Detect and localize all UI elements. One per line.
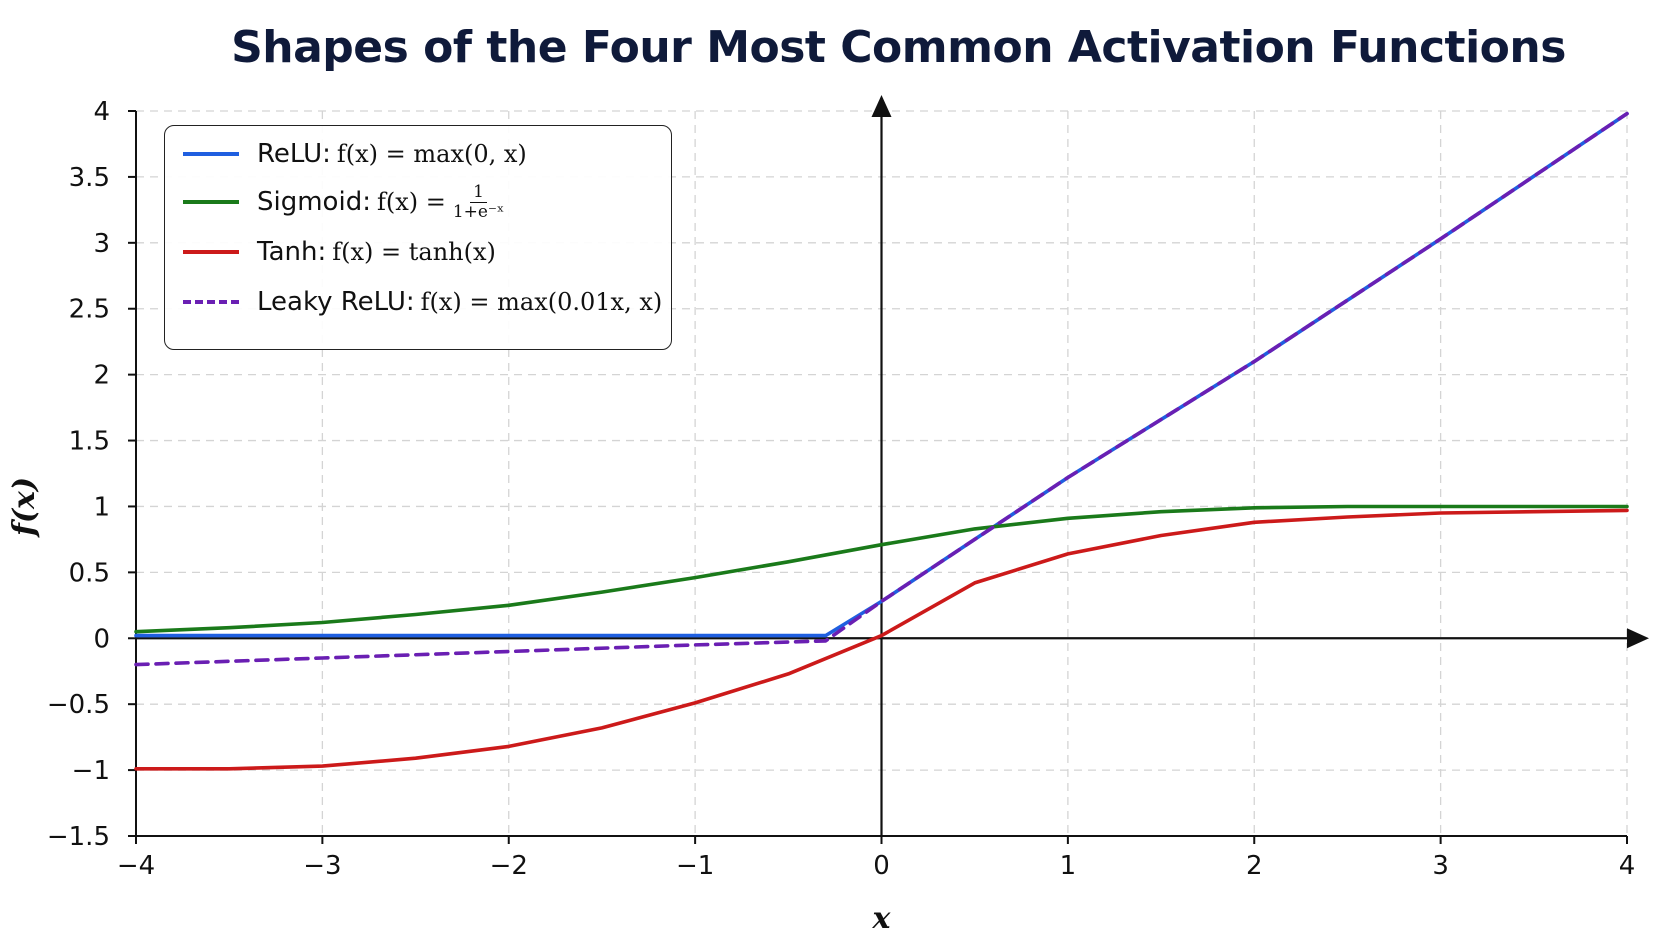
- legend-label: ReLU: [257, 139, 323, 169]
- y-tick-label: 0: [93, 624, 110, 654]
- y-tick-label: 2: [93, 361, 110, 391]
- legend-swatch-leaky-relu: [183, 300, 239, 304]
- x-tick-label: 0: [873, 851, 890, 881]
- x-axis-arrow-icon: [1627, 628, 1649, 649]
- legend-colon: :: [322, 139, 331, 169]
- x-axis-label: x: [872, 901, 892, 936]
- legend: ReLU: f(x) = max(0, x) Sigmoid: f(x) = 1…: [164, 125, 672, 350]
- y-tick-label: 3.5: [69, 163, 110, 193]
- y-tick-label: 4: [93, 97, 110, 127]
- y-tick-label: 1: [93, 492, 110, 522]
- x-tick-label: 3: [1432, 851, 1449, 881]
- legend-fraction: 1 1+e⁻ˣ: [450, 183, 507, 221]
- y-axis-arrow-icon: [871, 95, 892, 117]
- x-tick-label: −3: [303, 851, 341, 881]
- fraction-denominator: 1+e⁻ˣ: [452, 201, 505, 222]
- x-tick-label: 4: [1619, 851, 1636, 881]
- y-tick-label: 2.5: [69, 295, 110, 325]
- legend-item-relu: ReLU: f(x) = max(0, x): [183, 134, 527, 174]
- legend-swatch-tanh: [183, 250, 239, 254]
- legend-item-leaky-relu: Leaky ReLU: f(x) = max(0.01x, x): [183, 282, 662, 322]
- chart-title: Shapes of the Four Most Common Activatio…: [231, 22, 1566, 73]
- x-tick-label: 1: [1060, 851, 1077, 881]
- x-tick-label: −4: [117, 851, 155, 881]
- series-line-tanh: [134, 508, 1629, 771]
- x-tick-label: −2: [490, 851, 528, 881]
- y-tick-label: 0.5: [69, 558, 110, 588]
- series-line-sigmoid: [134, 504, 1629, 634]
- legend-colon: :: [362, 187, 371, 217]
- x-tick-label: −1: [676, 851, 714, 881]
- legend-swatch-sigmoid: [183, 200, 239, 204]
- series-lines: [134, 111, 1629, 771]
- fraction-numerator: 1: [470, 183, 487, 203]
- y-axis-label: f(x): [7, 477, 42, 538]
- legend-swatch-relu: [183, 152, 239, 156]
- legend-colon: :: [317, 237, 327, 267]
- y-tick-label: −1: [72, 756, 110, 786]
- y-tick-label: 1.5: [69, 427, 110, 457]
- tick-labels: −4 −3 −2 −1 0 1 2 3 4 −1.5 −1 −0.5 0 0.5 1 1.5 2 2.5 3 3.5 4: [47, 97, 1635, 881]
- series-line-leaky-relu: [134, 111, 1629, 667]
- x-tick-label: 2: [1246, 851, 1263, 881]
- legend-formula: f(x) = tanh(x): [332, 238, 496, 266]
- y-tick-label: 3: [93, 229, 110, 259]
- legend-label: Leaky ReLU: [257, 287, 406, 317]
- legend-colon: :: [405, 287, 415, 317]
- axes: [128, 95, 1649, 844]
- legend-formula: f(x) =: [376, 188, 446, 216]
- legend-item-tanh: Tanh: f(x) = tanh(x): [183, 232, 496, 272]
- legend-item-sigmoid: Sigmoid: f(x) = 1 1+e⁻ˣ: [183, 182, 507, 222]
- y-tick-label: −0.5: [47, 690, 110, 720]
- legend-formula: f(x) = max(0, x): [336, 140, 527, 168]
- legend-formula: f(x) = max(0.01x, x): [420, 288, 663, 316]
- legend-label: Sigmoid: [257, 187, 363, 217]
- y-tick-label: −1.5: [47, 822, 110, 852]
- legend-label: Tanh: [257, 237, 318, 267]
